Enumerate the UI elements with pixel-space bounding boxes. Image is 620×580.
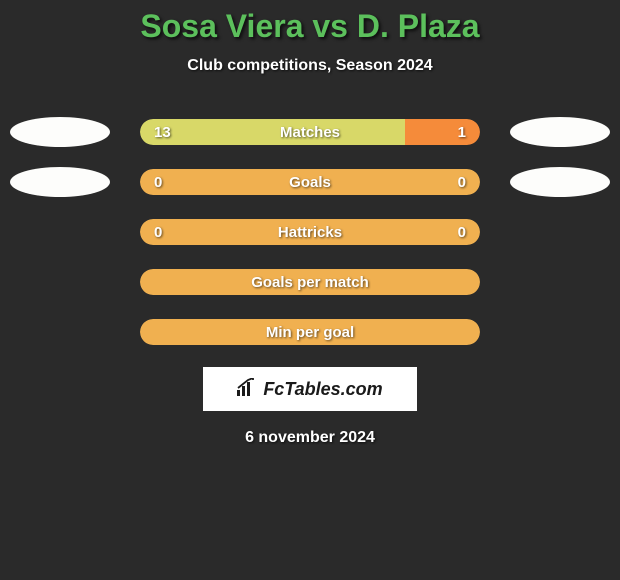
right-player-badge — [510, 117, 610, 147]
badge-spacer — [10, 217, 110, 247]
badge-spacer — [10, 317, 110, 347]
comparison-container: Sosa Viera vs D. Plaza Club competitions… — [0, 0, 620, 447]
stat-bar: Goals per match — [140, 269, 480, 295]
stat-bar: 131Matches — [140, 119, 480, 145]
date-text: 6 november 2024 — [0, 429, 620, 447]
right-player-badge — [510, 167, 610, 197]
stat-label: Hattricks — [140, 224, 480, 241]
stat-bar: Min per goal — [140, 319, 480, 345]
left-player-badge — [10, 167, 110, 197]
fctables-logo: FcTables.com — [203, 367, 417, 411]
stat-rows: 131Matches 00Goals 00Hattricks Goals per ma… — [0, 117, 620, 347]
stat-row: Goals per match — [0, 267, 620, 297]
stat-label: Goals — [140, 174, 480, 191]
stat-row: 131Matches — [0, 117, 620, 147]
stat-bar: 00Hattricks — [140, 219, 480, 245]
chart-icon — [237, 378, 259, 401]
badge-spacer — [510, 217, 610, 247]
subtitle: Club competitions, Season 2024 — [0, 57, 620, 75]
stat-row: 00Goals — [0, 167, 620, 197]
badge-spacer — [10, 267, 110, 297]
badge-spacer — [510, 267, 610, 297]
logo-text: FcTables.com — [263, 379, 382, 400]
stat-label: Matches — [140, 124, 480, 141]
left-player-badge — [10, 117, 110, 147]
stat-bar: 00Goals — [140, 169, 480, 195]
page-title: Sosa Viera vs D. Plaza — [0, 8, 620, 45]
stat-row: 00Hattricks — [0, 217, 620, 247]
stat-label: Min per goal — [140, 324, 480, 341]
stat-row: Min per goal — [0, 317, 620, 347]
badge-spacer — [510, 317, 610, 347]
stat-label: Goals per match — [140, 274, 480, 291]
